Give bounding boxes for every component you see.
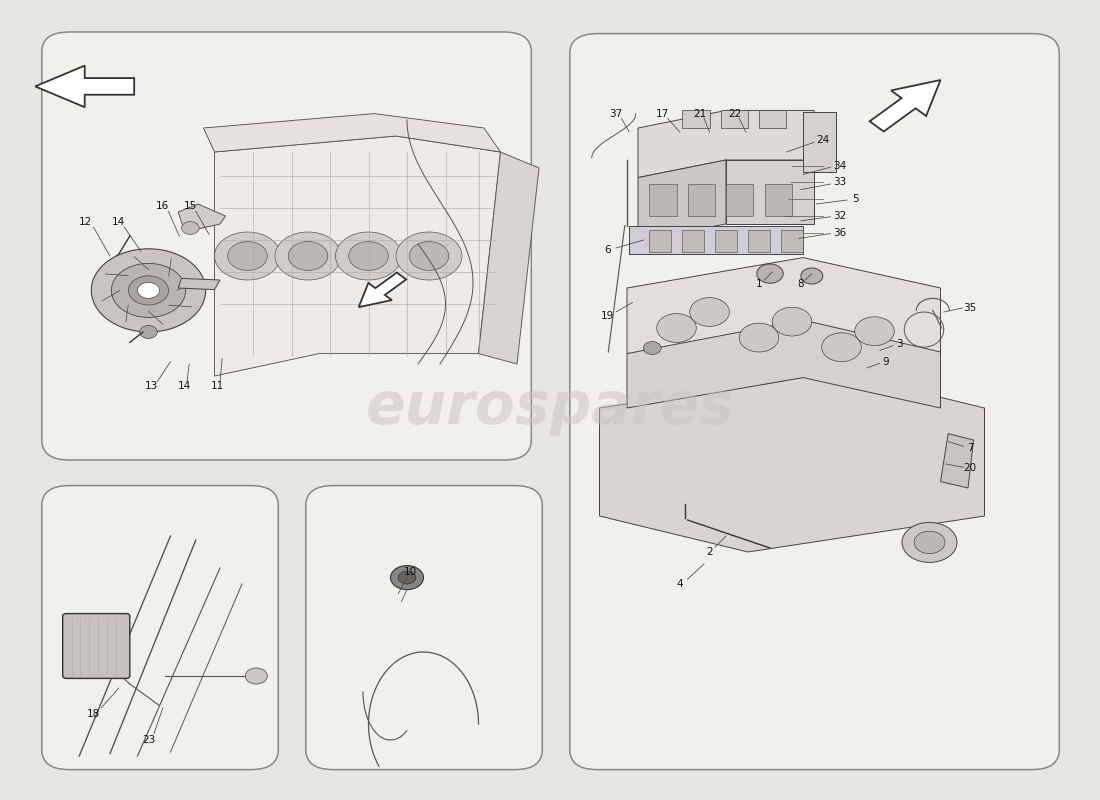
Bar	[720, 110, 748, 128]
Polygon shape	[478, 152, 539, 364]
Polygon shape	[726, 160, 814, 224]
Bar	[726, 184, 754, 216]
Bar	[688, 184, 715, 216]
Polygon shape	[629, 226, 803, 254]
Polygon shape	[870, 80, 940, 131]
Text: 24: 24	[816, 135, 829, 145]
Bar	[748, 230, 770, 252]
Circle shape	[855, 317, 894, 346]
Circle shape	[275, 232, 341, 280]
Polygon shape	[359, 273, 406, 307]
Polygon shape	[627, 320, 940, 408]
Bar	[781, 230, 803, 252]
Text: 4: 4	[676, 579, 683, 589]
Circle shape	[772, 307, 812, 336]
Text: 23: 23	[142, 735, 155, 745]
Text: 33: 33	[833, 178, 846, 187]
Text: 9: 9	[882, 357, 889, 366]
Circle shape	[228, 242, 267, 270]
Polygon shape	[178, 204, 226, 232]
Text: 37: 37	[609, 109, 623, 118]
Bar	[715, 230, 737, 252]
Text: 8: 8	[798, 279, 804, 289]
Text: 1: 1	[756, 279, 762, 289]
Polygon shape	[803, 112, 836, 172]
Text: 10: 10	[404, 567, 417, 577]
Text: 11: 11	[211, 382, 224, 391]
Bar	[682, 230, 704, 252]
Circle shape	[129, 276, 168, 305]
Bar	[759, 110, 786, 128]
Polygon shape	[178, 278, 220, 290]
Circle shape	[140, 326, 157, 338]
Text: 32: 32	[833, 211, 846, 221]
Circle shape	[390, 566, 424, 590]
Circle shape	[690, 298, 729, 326]
FancyBboxPatch shape	[570, 34, 1059, 770]
Text: 19: 19	[601, 311, 614, 321]
Text: 15: 15	[184, 202, 197, 211]
Text: 13: 13	[145, 382, 158, 391]
Circle shape	[657, 314, 696, 342]
Circle shape	[288, 242, 328, 270]
Polygon shape	[638, 160, 726, 240]
Circle shape	[801, 268, 823, 284]
Text: 16: 16	[156, 202, 169, 211]
Circle shape	[182, 222, 199, 234]
Text: 2: 2	[706, 547, 713, 557]
Text: 18: 18	[87, 710, 100, 719]
Polygon shape	[940, 434, 974, 488]
Circle shape	[409, 242, 449, 270]
Polygon shape	[214, 136, 500, 376]
Circle shape	[757, 264, 783, 283]
Bar	[682, 110, 710, 128]
Circle shape	[902, 522, 957, 562]
Circle shape	[349, 242, 388, 270]
FancyBboxPatch shape	[42, 486, 278, 770]
Text: eurospares: eurospares	[365, 379, 735, 437]
Circle shape	[245, 668, 267, 684]
Text: 14: 14	[112, 218, 125, 227]
Text: 20: 20	[964, 463, 977, 473]
Polygon shape	[638, 110, 814, 178]
Circle shape	[914, 531, 945, 554]
Circle shape	[91, 249, 206, 332]
Text: 12: 12	[79, 218, 92, 227]
Bar	[649, 184, 676, 216]
Text: 22: 22	[728, 109, 741, 118]
Circle shape	[396, 232, 462, 280]
Text: 35: 35	[964, 303, 977, 313]
Circle shape	[138, 282, 160, 298]
Circle shape	[739, 323, 779, 352]
Circle shape	[336, 232, 402, 280]
Text: 14: 14	[178, 382, 191, 391]
Text: 3: 3	[896, 339, 903, 349]
Bar	[649, 230, 671, 252]
Circle shape	[822, 333, 861, 362]
Polygon shape	[600, 372, 984, 552]
Polygon shape	[204, 114, 500, 152]
Circle shape	[214, 232, 280, 280]
FancyBboxPatch shape	[63, 614, 130, 678]
Text: 34: 34	[833, 161, 846, 170]
Circle shape	[398, 571, 416, 584]
Polygon shape	[627, 258, 940, 384]
Text: 36: 36	[833, 228, 846, 238]
Circle shape	[644, 342, 661, 354]
Text: 17: 17	[656, 109, 669, 118]
FancyBboxPatch shape	[42, 32, 531, 460]
Text: 6: 6	[604, 245, 611, 254]
Polygon shape	[35, 66, 134, 107]
FancyBboxPatch shape	[306, 486, 542, 770]
Circle shape	[111, 263, 186, 318]
Text: 5: 5	[852, 194, 859, 204]
Text: 21: 21	[693, 109, 706, 118]
Bar	[764, 184, 792, 216]
Text: 7: 7	[967, 443, 974, 453]
